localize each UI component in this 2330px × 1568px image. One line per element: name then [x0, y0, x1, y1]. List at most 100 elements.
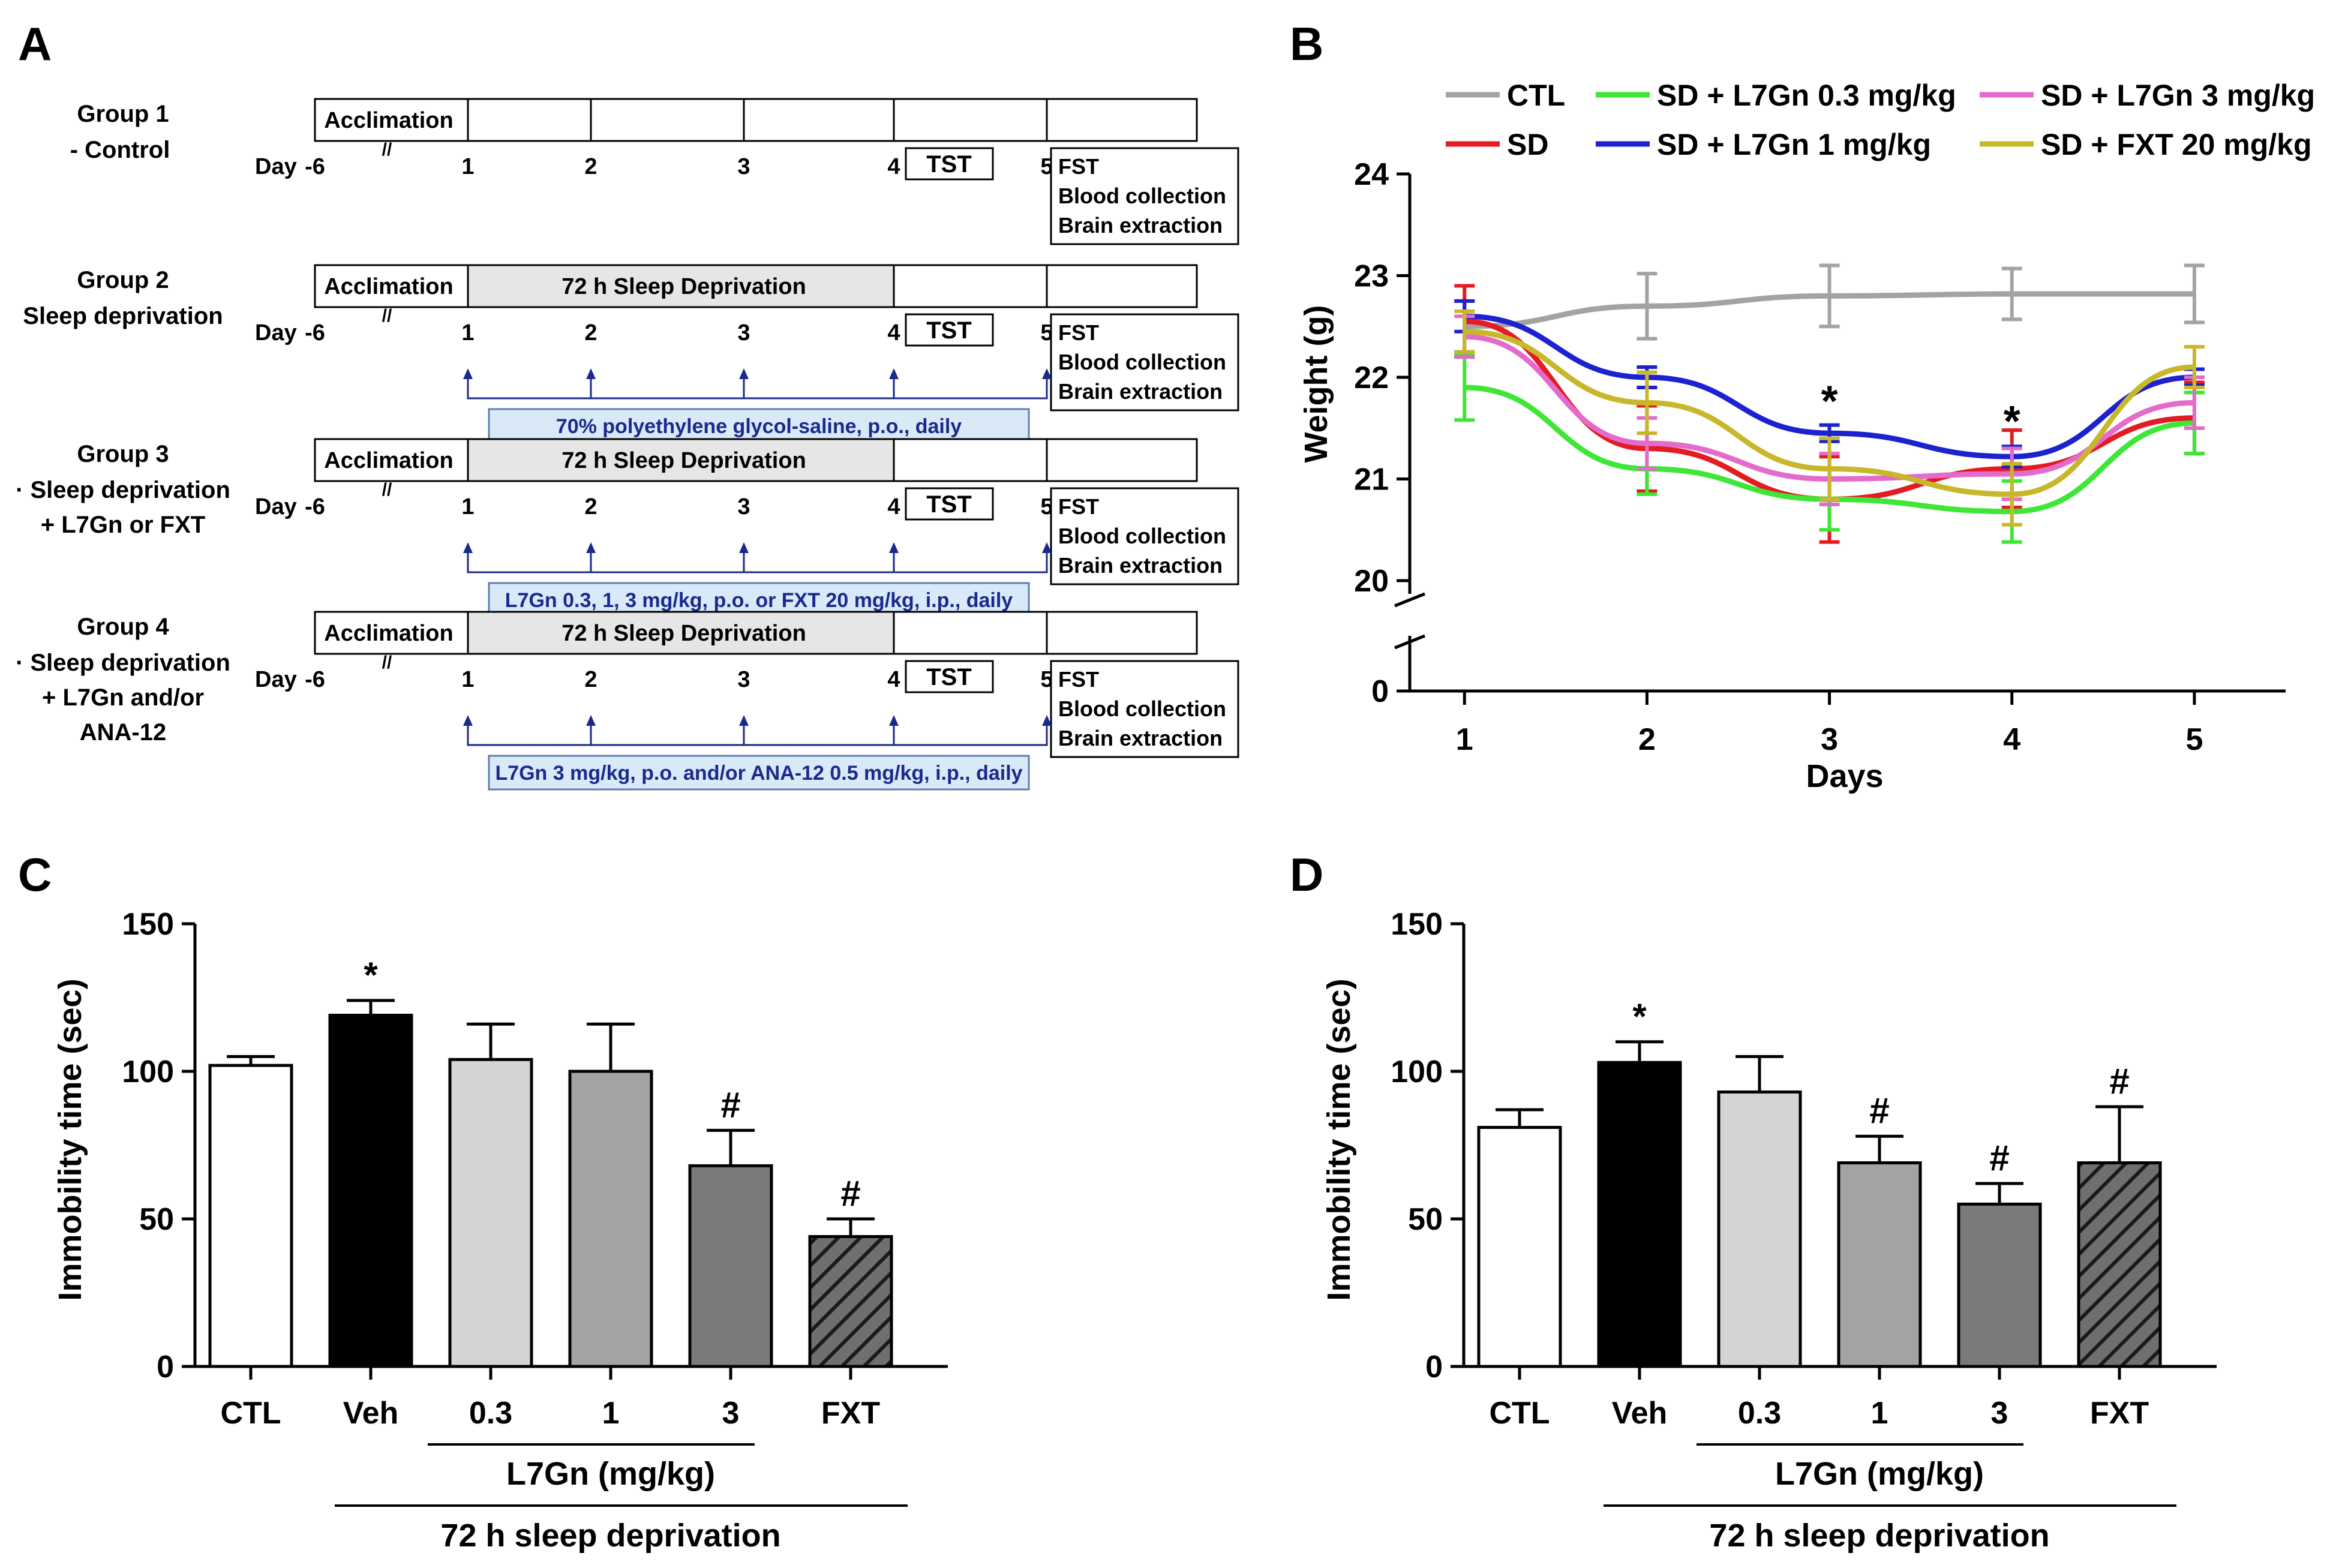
outcome-label: FST	[1058, 320, 1099, 345]
significance-mark: #	[840, 1173, 860, 1213]
y-axis-label: Immobility time (sec)	[52, 978, 88, 1300]
day-prefix: Day	[255, 154, 297, 179]
legend-label: SD + L7Gn 3 mg/kg	[2041, 79, 2315, 112]
day-label: -6	[305, 494, 325, 519]
fst-bar-chart-c: 0 50 100 150 Immobility time (sec) CTL * Veh 0.3…	[52, 907, 948, 1554]
dosing-arrow-head	[463, 542, 473, 553]
acclimation-label: Acclimation	[324, 621, 453, 646]
dosing-arrow-head	[586, 715, 596, 726]
significance-mark: #	[720, 1085, 740, 1125]
outcome-box	[1050, 660, 1239, 758]
outcome-label: FST	[1058, 494, 1099, 519]
legend-label: SD + L7Gn 0.3 mg/kg	[1657, 79, 1956, 112]
day-label: -6	[305, 320, 325, 346]
panel-label-d: D	[1290, 848, 1323, 901]
legend-label: SD + FXT 20 mg/kg	[2041, 128, 2312, 161]
dosing-arrow-head	[739, 542, 749, 553]
bar	[808, 1235, 893, 1368]
axis-break-mark: //	[382, 140, 392, 160]
group-name: Group 4	[77, 614, 169, 640]
tst-box	[905, 147, 994, 181]
dosing-arrow-head	[586, 542, 596, 553]
x-tick-label: FXT	[821, 1396, 880, 1431]
x-tick-label: 5	[2185, 722, 2203, 757]
day-prefix: Day	[255, 320, 297, 346]
x-tick-label: Veh	[1612, 1396, 1668, 1431]
x-tick-label: 2	[1638, 722, 1656, 757]
y-tick-label: 100	[122, 1055, 174, 1089]
dosing-arrow-head	[739, 368, 749, 379]
significance-mark: *	[1632, 996, 1647, 1037]
tst-label: TST	[926, 491, 972, 518]
x-axis-label: Days	[1806, 758, 1883, 794]
day-label: 2	[584, 154, 597, 179]
day-label: 1	[461, 154, 474, 179]
y-tick-label: 24	[1354, 157, 1389, 192]
bracket-label-outer: 72 h sleep deprivation	[440, 1518, 780, 1554]
significance-mark: *	[364, 955, 378, 995]
day-label: 1	[461, 494, 474, 519]
group-description: · Sleep deprivation	[16, 477, 230, 503]
dosing-arrow-head	[889, 715, 899, 726]
bar	[688, 1164, 773, 1368]
dosing-note-box	[488, 408, 1030, 444]
y-axis-label: Immobility time (sec)	[1321, 978, 1357, 1300]
sleep-deprivation-label: 72 h Sleep Deprivation	[562, 621, 806, 646]
outcome-label: Blood collection	[1058, 350, 1226, 374]
panel-label-c: C	[18, 848, 52, 901]
y-tick-label: 100	[1391, 1055, 1443, 1089]
day-label: 5	[1040, 494, 1053, 519]
x-tick-label: 3	[1991, 1396, 2008, 1431]
acclimation-label: Acclimation	[324, 108, 453, 133]
x-tick-label: FXT	[2090, 1396, 2149, 1431]
group-name: Group 2	[77, 267, 169, 293]
x-tick-label: 1	[1871, 1396, 1888, 1431]
sleep-deprivation-segment	[467, 438, 895, 482]
bracket-label-inner: L7Gn (mg/kg)	[506, 1456, 715, 1492]
day-label: 5	[1040, 320, 1053, 346]
acclimation-label: Acclimation	[324, 274, 453, 299]
bar	[568, 1070, 653, 1368]
day-label: 3	[737, 667, 750, 692]
day-label: 4	[887, 494, 900, 519]
day-label: 2	[584, 667, 597, 692]
x-tick-label: 1	[1456, 722, 1473, 757]
group-name: Group 3	[77, 441, 169, 467]
tst-box	[905, 487, 994, 521]
day-prefix: Day	[255, 494, 297, 519]
outcome-label: Brain extraction	[1058, 379, 1223, 404]
outcome-label: FST	[1058, 667, 1099, 692]
bar	[2077, 1161, 2162, 1368]
x-tick-label: 1	[602, 1396, 620, 1431]
bar	[1957, 1202, 2042, 1368]
outcome-label: Brain extraction	[1058, 213, 1223, 238]
y-axis-break	[1394, 634, 1425, 650]
x-tick-label: 0.3	[1738, 1396, 1781, 1431]
outcome-label: Blood collection	[1058, 184, 1226, 208]
y-axis-break	[1394, 592, 1425, 608]
significance-mark: *	[1821, 377, 1838, 425]
group-description: ANA-12	[80, 719, 166, 746]
day-label: 3	[737, 494, 750, 519]
y-tick-label: 21	[1354, 462, 1389, 497]
x-tick-label: 0.3	[469, 1396, 512, 1431]
dosing-arrow-head	[586, 368, 596, 379]
outcome-box	[1050, 487, 1239, 585]
dosing-arrow-head	[1042, 715, 1052, 726]
y-tick-label: 50	[139, 1202, 174, 1237]
timeline-bar	[314, 98, 1198, 142]
y-tick-label: 0	[157, 1350, 174, 1384]
sleep-deprivation-label: 72 h Sleep Deprivation	[562, 274, 806, 299]
series-line	[1464, 334, 2194, 482]
outcome-label: Blood collection	[1058, 524, 1226, 548]
day-label: 4	[887, 667, 900, 692]
x-tick-label: 3	[1821, 722, 1838, 757]
day-label: 3	[737, 320, 750, 346]
y-tick-label: 150	[1391, 907, 1443, 942]
outcome-label: FST	[1058, 154, 1099, 179]
bar	[1837, 1161, 1922, 1368]
significance-mark: #	[1869, 1091, 1889, 1131]
tst-label: TST	[926, 664, 972, 690]
bracket-label-inner: L7Gn (mg/kg)	[1775, 1456, 1984, 1492]
